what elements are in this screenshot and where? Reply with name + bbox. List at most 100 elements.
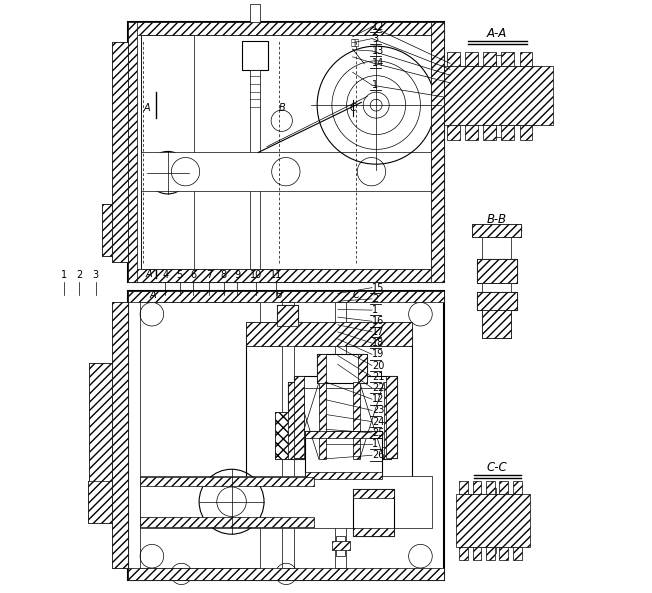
Bar bbox=[472, 225, 522, 237]
Bar bbox=[353, 489, 394, 537]
Bar bbox=[353, 528, 394, 537]
Text: 25: 25 bbox=[372, 428, 385, 438]
Text: 6: 6 bbox=[190, 270, 196, 280]
Text: 22: 22 bbox=[372, 383, 385, 393]
Text: 12: 12 bbox=[372, 22, 385, 32]
Bar bbox=[336, 535, 346, 556]
Text: A-A: A-A bbox=[487, 27, 507, 40]
Bar bbox=[513, 547, 522, 560]
Bar bbox=[501, 125, 514, 140]
Text: 2: 2 bbox=[76, 270, 82, 280]
Bar bbox=[111, 42, 128, 262]
Text: 7: 7 bbox=[206, 270, 213, 280]
Bar bbox=[490, 488, 496, 553]
Bar bbox=[141, 35, 194, 269]
Bar bbox=[520, 125, 532, 140]
Bar bbox=[335, 302, 346, 568]
Bar bbox=[128, 291, 444, 580]
Text: B-B: B-B bbox=[487, 213, 507, 227]
Text: 14: 14 bbox=[372, 58, 384, 68]
Text: 19: 19 bbox=[372, 349, 384, 359]
Text: C: C bbox=[349, 103, 356, 113]
Text: 21: 21 bbox=[372, 372, 385, 382]
Bar bbox=[499, 482, 508, 494]
Bar bbox=[140, 302, 260, 568]
Text: 9: 9 bbox=[235, 270, 241, 280]
Bar bbox=[128, 22, 138, 282]
Text: 26: 26 bbox=[372, 450, 385, 460]
Bar bbox=[520, 52, 532, 66]
Bar bbox=[477, 259, 516, 283]
Text: A: A bbox=[150, 290, 156, 299]
Bar bbox=[482, 237, 511, 261]
Bar bbox=[246, 322, 411, 346]
Bar bbox=[465, 125, 478, 140]
Bar bbox=[359, 353, 367, 383]
Bar bbox=[111, 302, 128, 568]
Text: 20: 20 bbox=[372, 361, 385, 371]
Bar bbox=[486, 482, 495, 494]
Bar bbox=[459, 66, 539, 125]
Bar bbox=[293, 376, 304, 458]
Bar bbox=[459, 482, 468, 494]
Bar bbox=[246, 334, 411, 493]
Bar bbox=[288, 382, 295, 459]
Bar bbox=[88, 481, 111, 522]
Bar bbox=[246, 322, 411, 346]
Text: 11: 11 bbox=[270, 270, 282, 280]
Bar bbox=[128, 291, 444, 302]
Bar bbox=[277, 305, 298, 326]
Text: 18: 18 bbox=[372, 338, 384, 348]
Bar bbox=[447, 52, 460, 66]
Text: C: C bbox=[352, 290, 359, 299]
Text: 8: 8 bbox=[221, 270, 227, 280]
Bar bbox=[456, 494, 529, 547]
Bar bbox=[140, 476, 432, 528]
Bar bbox=[102, 204, 111, 256]
Text: 10: 10 bbox=[250, 270, 263, 280]
Bar bbox=[472, 225, 522, 237]
Bar bbox=[102, 204, 111, 256]
Text: 4: 4 bbox=[162, 270, 168, 280]
Text: 15: 15 bbox=[372, 283, 385, 293]
Bar bbox=[353, 489, 394, 498]
Text: 1: 1 bbox=[372, 439, 378, 449]
Bar bbox=[250, 4, 261, 35]
Bar bbox=[317, 353, 326, 383]
Bar bbox=[128, 22, 444, 282]
Bar bbox=[447, 125, 460, 140]
Bar bbox=[483, 125, 496, 140]
Bar bbox=[304, 387, 386, 447]
Bar bbox=[501, 52, 514, 66]
Text: B: B bbox=[278, 103, 285, 113]
Text: 13: 13 bbox=[372, 46, 384, 56]
Bar bbox=[141, 152, 431, 191]
Bar bbox=[486, 547, 495, 560]
Bar bbox=[386, 376, 397, 458]
Bar bbox=[274, 412, 301, 459]
Text: 1: 1 bbox=[61, 270, 67, 280]
Bar bbox=[128, 568, 444, 580]
Text: B: B bbox=[275, 290, 282, 299]
Bar bbox=[111, 42, 128, 262]
Bar bbox=[250, 71, 261, 269]
Text: 轴承: 轴承 bbox=[351, 39, 360, 47]
Text: 23: 23 bbox=[372, 406, 385, 416]
Text: 1: 1 bbox=[372, 305, 378, 315]
Text: 2: 2 bbox=[372, 294, 378, 304]
Bar bbox=[477, 292, 516, 310]
Text: A: A bbox=[144, 103, 151, 113]
Bar bbox=[128, 269, 444, 282]
Bar bbox=[431, 22, 444, 282]
Text: 5: 5 bbox=[177, 270, 183, 280]
Bar bbox=[496, 55, 501, 137]
Bar bbox=[332, 541, 349, 550]
Bar bbox=[140, 517, 314, 527]
Bar bbox=[482, 283, 511, 338]
Text: 3: 3 bbox=[93, 270, 99, 280]
Bar bbox=[473, 547, 481, 560]
Bar bbox=[477, 292, 516, 310]
Bar bbox=[499, 547, 508, 560]
Bar bbox=[473, 482, 481, 494]
Bar bbox=[513, 482, 522, 494]
